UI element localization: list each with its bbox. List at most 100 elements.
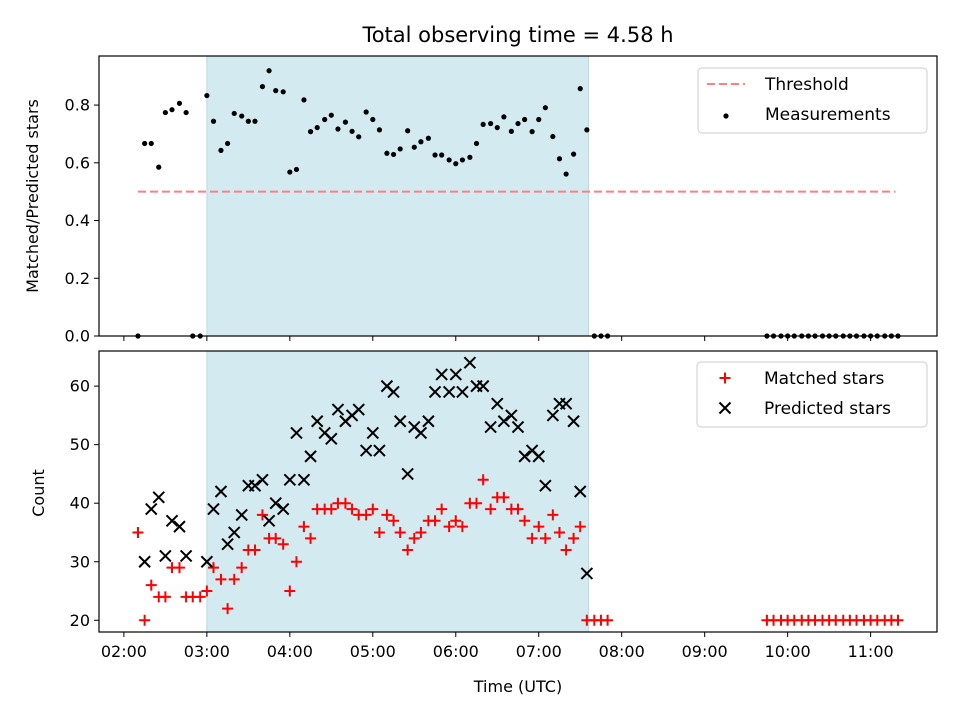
measurement-point	[363, 109, 369, 115]
measurement-point	[356, 134, 362, 140]
matched-point	[892, 614, 904, 626]
y-tick-label: 0.6	[65, 153, 90, 172]
predicted-point	[304, 450, 317, 463]
predicted-point	[283, 473, 297, 486]
y-tick-label: 40	[70, 494, 90, 513]
measurement-point	[556, 156, 563, 162]
legend-entry-label: Threshold	[764, 75, 849, 95]
matched-point	[159, 591, 171, 603]
measurement-point	[439, 152, 445, 158]
matched-point	[290, 556, 302, 568]
x-tick-label: 07:00	[516, 642, 562, 661]
predicted-point	[331, 403, 345, 416]
shaded-observing-window	[206, 350, 590, 633]
measurement-point	[467, 154, 473, 160]
measurement-point	[425, 135, 431, 141]
measurement-point	[218, 147, 224, 153]
legend: Matched stars Predicted stars	[696, 361, 928, 428]
y-tick-label: 0.4	[65, 211, 90, 230]
matched-point	[139, 614, 151, 626]
x-tick-label: 11:00	[848, 642, 894, 661]
predicted-point	[165, 514, 179, 527]
matched-point	[346, 503, 358, 515]
matched-point	[471, 497, 483, 509]
matched-point	[215, 573, 227, 585]
measurement-point	[342, 119, 349, 125]
matched-point	[270, 532, 282, 544]
predicted-point	[546, 409, 560, 422]
predicted-point	[297, 473, 311, 486]
matched-point	[526, 532, 538, 544]
matched-point	[602, 614, 614, 626]
predicted-point	[518, 450, 531, 463]
matched-point	[547, 509, 559, 521]
measurement-point	[376, 127, 383, 133]
measurement-point	[162, 109, 168, 116]
predicted-point	[476, 379, 490, 393]
x-tick-label: 03:00	[184, 642, 230, 661]
y-tick-label: 0.0	[65, 327, 90, 346]
matched-point	[568, 532, 580, 544]
measurement-point	[266, 68, 272, 74]
predicted-point	[373, 444, 386, 457]
measurement-point	[273, 88, 279, 94]
y-tick-label: 20	[70, 611, 90, 630]
predicted-point	[497, 415, 511, 428]
y-tick-label: 60	[70, 377, 90, 396]
legend-dot-marker	[723, 113, 729, 119]
measurement-point	[156, 164, 162, 170]
y-tick-label: 0.8	[65, 96, 90, 115]
bottom-panel: 02:00 03:00 04:00 05:00 06:00 07:00 08:00 09:00…	[70, 350, 938, 661]
matched-point	[394, 526, 406, 538]
measurement-point	[231, 110, 237, 117]
legend-plus-marker	[719, 372, 731, 384]
predicted-point	[366, 426, 380, 440]
predicted-point	[152, 491, 165, 504]
measurement-point	[314, 124, 320, 131]
x-tick-label: 08:00	[599, 642, 645, 661]
predicted-point	[359, 444, 373, 457]
measurement-point	[529, 129, 535, 135]
matched-point	[256, 509, 268, 521]
measurement-point	[293, 166, 300, 173]
measurement-point	[370, 116, 376, 123]
measurement-point	[225, 140, 231, 147]
top-panel: 0.0 0.2 0.4 0.6 0.8 Threshold Measurements	[65, 55, 938, 346]
matched-point	[519, 515, 531, 527]
matched-point	[360, 509, 372, 521]
matched-point	[373, 526, 385, 538]
predicted-point	[574, 485, 587, 498]
matched-point	[539, 532, 551, 544]
x-tick-label: 02:00	[101, 642, 147, 661]
predicted-point	[456, 385, 469, 399]
series-matched-stars	[132, 474, 904, 626]
legend: Threshold Measurements	[697, 67, 928, 134]
matched-point	[450, 515, 462, 527]
measurement-point	[245, 118, 251, 124]
predicted-point	[491, 397, 504, 410]
matched-point	[277, 538, 289, 550]
matched-point	[236, 562, 248, 574]
predicted-point	[463, 356, 477, 369]
shaded-observing-window	[206, 55, 590, 337]
matched-point	[201, 585, 213, 597]
axes-frame	[98, 350, 938, 633]
predicted-point	[311, 415, 324, 428]
bottom-y-axis-label: Count	[29, 469, 48, 517]
matched-point	[145, 579, 157, 591]
matched-point	[498, 491, 510, 503]
measurement-point	[522, 116, 528, 123]
measurement-point	[508, 128, 514, 134]
predicted-point	[387, 385, 400, 399]
matched-point	[367, 503, 379, 515]
predicted-point	[511, 420, 525, 434]
measurement-point	[577, 86, 583, 92]
predicted-point	[401, 467, 414, 481]
matched-point	[429, 515, 441, 527]
matched-point	[381, 509, 393, 521]
predicted-point	[539, 479, 552, 492]
predicted-point	[484, 420, 497, 434]
measurement-point	[584, 127, 590, 133]
x-tick-label: 04:00	[267, 642, 313, 661]
